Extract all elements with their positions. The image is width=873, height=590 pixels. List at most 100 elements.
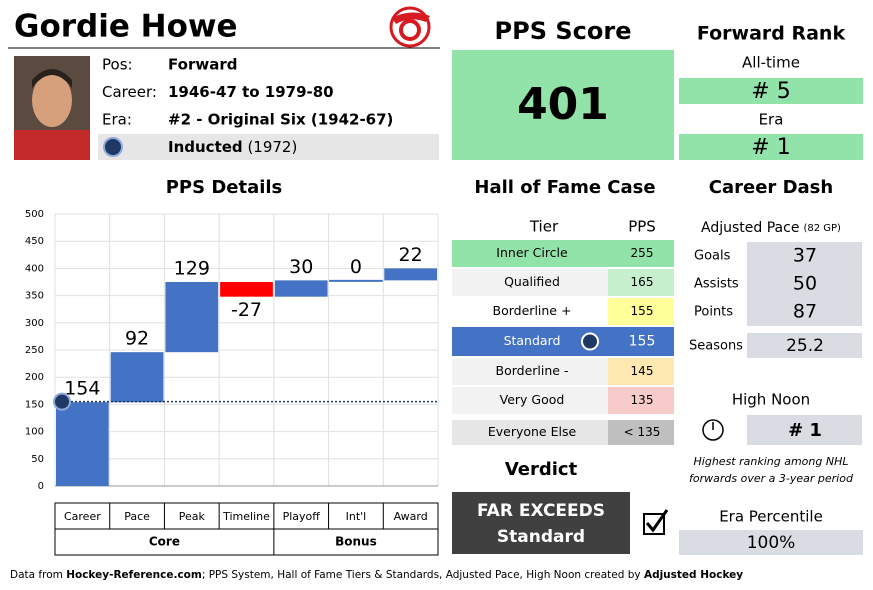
y-tick-label: 450 <box>25 236 44 247</box>
era-rank: # 1 <box>751 135 790 160</box>
verdict-box <box>452 492 630 554</box>
highnoon-note: forwards over a 3-year period <box>689 472 854 485</box>
logo-wheel <box>399 19 421 41</box>
y-tick-label: 350 <box>25 291 44 302</box>
y-tick-label: 300 <box>25 318 44 329</box>
dash-value: 37 <box>793 245 817 267</box>
inducted-status: Inducted <box>168 138 243 156</box>
photo-hair <box>32 69 72 88</box>
tier-label: Standard <box>504 333 561 348</box>
alltime-label: All-time <box>742 54 800 72</box>
checkbox-tick <box>645 509 669 533</box>
x-tick-label: Career <box>64 510 101 523</box>
tier-pps: < 135 <box>624 425 661 439</box>
tier-cell <box>452 240 608 267</box>
value-label: 129 <box>174 258 210 280</box>
bar <box>56 402 109 486</box>
pps-cell <box>608 358 674 385</box>
x-tick-label: Timeline <box>222 510 270 523</box>
dash-value: 50 <box>793 273 817 295</box>
seasons-box <box>747 333 862 358</box>
highnoon-note: Highest ranking among NHL <box>694 455 849 468</box>
dash-subtitle-note: (82 GP) <box>803 223 841 234</box>
player-photo <box>14 56 90 160</box>
footer: Data from Hockey-Reference.com; PPS Syst… <box>10 569 743 581</box>
x-tick-label: Peak <box>179 510 206 523</box>
y-tick-label: 0 <box>38 481 44 492</box>
checkbox <box>643 509 669 535</box>
percentile-value: 100% <box>747 533 796 553</box>
pps-cell <box>608 420 674 445</box>
hhof-icon <box>581 332 599 351</box>
percentile-box <box>679 530 863 555</box>
highnoon-box <box>747 415 862 445</box>
tier-cell <box>452 387 608 414</box>
group-label: Core <box>149 535 180 549</box>
tier-label: Very Good <box>500 392 565 407</box>
info-label: Career: <box>102 83 157 101</box>
verdict-line1: FAR EXCEEDS <box>477 501 605 521</box>
x-tick-label: Award <box>394 510 428 523</box>
pps-value: 401 <box>517 79 609 130</box>
x-tick-label: Pace <box>124 510 150 523</box>
alltime-rank: # 5 <box>751 79 790 104</box>
inducted: Inducted (1972) <box>168 138 297 156</box>
tier-label: Inner Circle <box>496 245 568 260</box>
dash-label: Goals <box>694 249 731 264</box>
tier-pps: 145 <box>631 364 654 378</box>
hof-title: Hall of Fame Case <box>474 177 655 198</box>
seasons-value: 25.2 <box>786 336 824 356</box>
info-label: Era: <box>102 111 132 129</box>
tier-label: Qualified <box>504 274 560 289</box>
info-label: Pos: <box>102 56 133 74</box>
y-tick-label: 50 <box>31 454 44 465</box>
tier-pps: 255 <box>631 246 654 260</box>
logo-wing <box>392 12 430 24</box>
y-tick-label: 150 <box>25 399 44 410</box>
dash-label: Points <box>694 305 733 320</box>
verdict-title: Verdict <box>505 459 578 480</box>
dash-value: 87 <box>793 301 817 323</box>
x-tick-label: Int'l <box>346 510 367 523</box>
percentile-title: Era Percentile <box>719 508 823 526</box>
dash-subtitle: Adjusted Pace (82 GP) <box>701 220 841 236</box>
bar <box>165 282 219 353</box>
tier-pps: 155 <box>629 334 656 350</box>
footer-part: Hockey-Reference.com <box>66 569 202 581</box>
pps-cell <box>608 298 674 325</box>
bar <box>274 280 328 297</box>
highnoon-title: High Noon <box>732 391 810 409</box>
footer-part: ; PPS System, Hall of Fame Tiers & Stand… <box>202 569 644 581</box>
group-label: Bonus <box>335 535 377 549</box>
value-label: -27 <box>231 299 262 321</box>
info-value: 1946-47 to 1979-80 <box>168 83 334 101</box>
era-label: Era <box>759 111 784 129</box>
pps-cell <box>608 327 674 356</box>
x-tick-label: Playoff <box>283 510 321 523</box>
bar <box>220 282 273 297</box>
inducted-row-bg <box>98 134 439 160</box>
tier-pps: 135 <box>631 393 654 407</box>
hhof-icon <box>103 137 123 157</box>
tier-pps: 155 <box>631 304 654 318</box>
pps-box <box>452 50 674 160</box>
hhof-icon <box>53 392 71 411</box>
dash-label: Assists <box>694 277 739 292</box>
dash-box <box>747 242 862 326</box>
info-value: #2 - Original Six (1942-67) <box>168 111 393 129</box>
clock-icon <box>702 419 724 441</box>
bar <box>329 279 383 282</box>
footer-part: Data from <box>10 569 66 581</box>
value-label: 22 <box>399 244 423 266</box>
pps-title: PPS Score <box>495 17 632 45</box>
pps-cell <box>608 269 674 296</box>
y-tick-label: 500 <box>25 209 44 220</box>
chart-title: PPS Details <box>166 177 283 198</box>
dash-title: Career Dash <box>709 177 833 198</box>
tier-cell <box>452 298 608 325</box>
bar <box>384 268 437 281</box>
tier-pps: 165 <box>631 275 654 289</box>
tier-cell <box>452 420 608 445</box>
